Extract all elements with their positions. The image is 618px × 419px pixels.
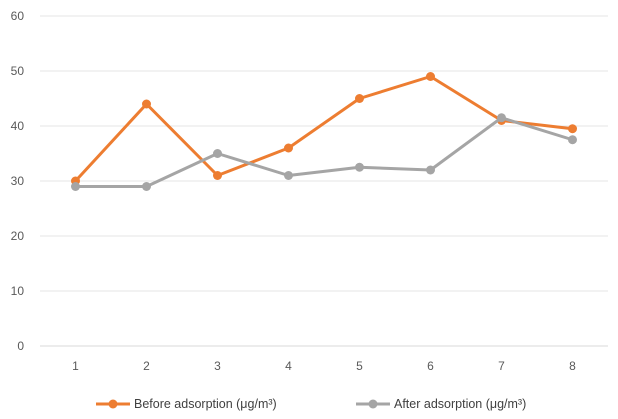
data-point xyxy=(284,143,293,153)
series-line xyxy=(74,116,574,188)
data-point xyxy=(568,135,577,145)
x-tick-label: 6 xyxy=(427,359,434,373)
legend-item: After adsorption (μg/m³) xyxy=(356,397,526,411)
x-tick-label: 3 xyxy=(214,359,221,373)
data-point xyxy=(355,162,364,172)
legend-swatch-marker xyxy=(368,399,378,409)
data-point xyxy=(213,171,222,180)
data-point xyxy=(426,72,435,81)
data-point xyxy=(213,149,222,158)
legend-label: Before adsorption (μg/m³) xyxy=(134,397,277,411)
x-axis-tick-labels: 1 2 3 4 5 6 7 8 xyxy=(72,359,576,373)
x-tick-label: 1 xyxy=(72,359,79,373)
x-tick-label: 8 xyxy=(569,359,576,373)
y-axis-tick-labels: 0 10 20 30 40 50 60 xyxy=(11,9,25,353)
y-tick-label: 40 xyxy=(11,119,25,133)
y-tick-label: 0 xyxy=(17,339,24,353)
x-tick-label: 4 xyxy=(285,359,292,373)
gridlines xyxy=(40,15,608,347)
data-point xyxy=(71,182,80,191)
data-point xyxy=(142,99,151,109)
series-1 xyxy=(71,72,577,186)
series-line xyxy=(74,75,574,183)
y-tick-label: 20 xyxy=(11,229,25,243)
data-point xyxy=(568,124,577,134)
y-tick-label: 60 xyxy=(11,9,25,23)
series-2 xyxy=(71,113,577,191)
y-tick-label: 50 xyxy=(11,64,25,78)
legend-swatch-marker xyxy=(108,399,118,409)
data-point xyxy=(284,171,293,180)
series-lines xyxy=(71,72,577,191)
legend-item: Before adsorption (μg/m³) xyxy=(96,397,277,411)
data-point xyxy=(355,94,364,103)
legend-label: After adsorption (μg/m³) xyxy=(394,397,526,411)
data-point xyxy=(426,165,435,175)
data-point xyxy=(497,113,506,123)
data-point xyxy=(142,182,151,191)
y-tick-label: 30 xyxy=(11,174,25,188)
x-tick-label: 7 xyxy=(498,359,505,373)
x-tick-label: 2 xyxy=(143,359,150,373)
legend: Before adsorption (μg/m³) After adsorptio… xyxy=(96,397,526,411)
y-tick-label: 10 xyxy=(11,284,25,298)
x-tick-label: 5 xyxy=(356,359,363,373)
